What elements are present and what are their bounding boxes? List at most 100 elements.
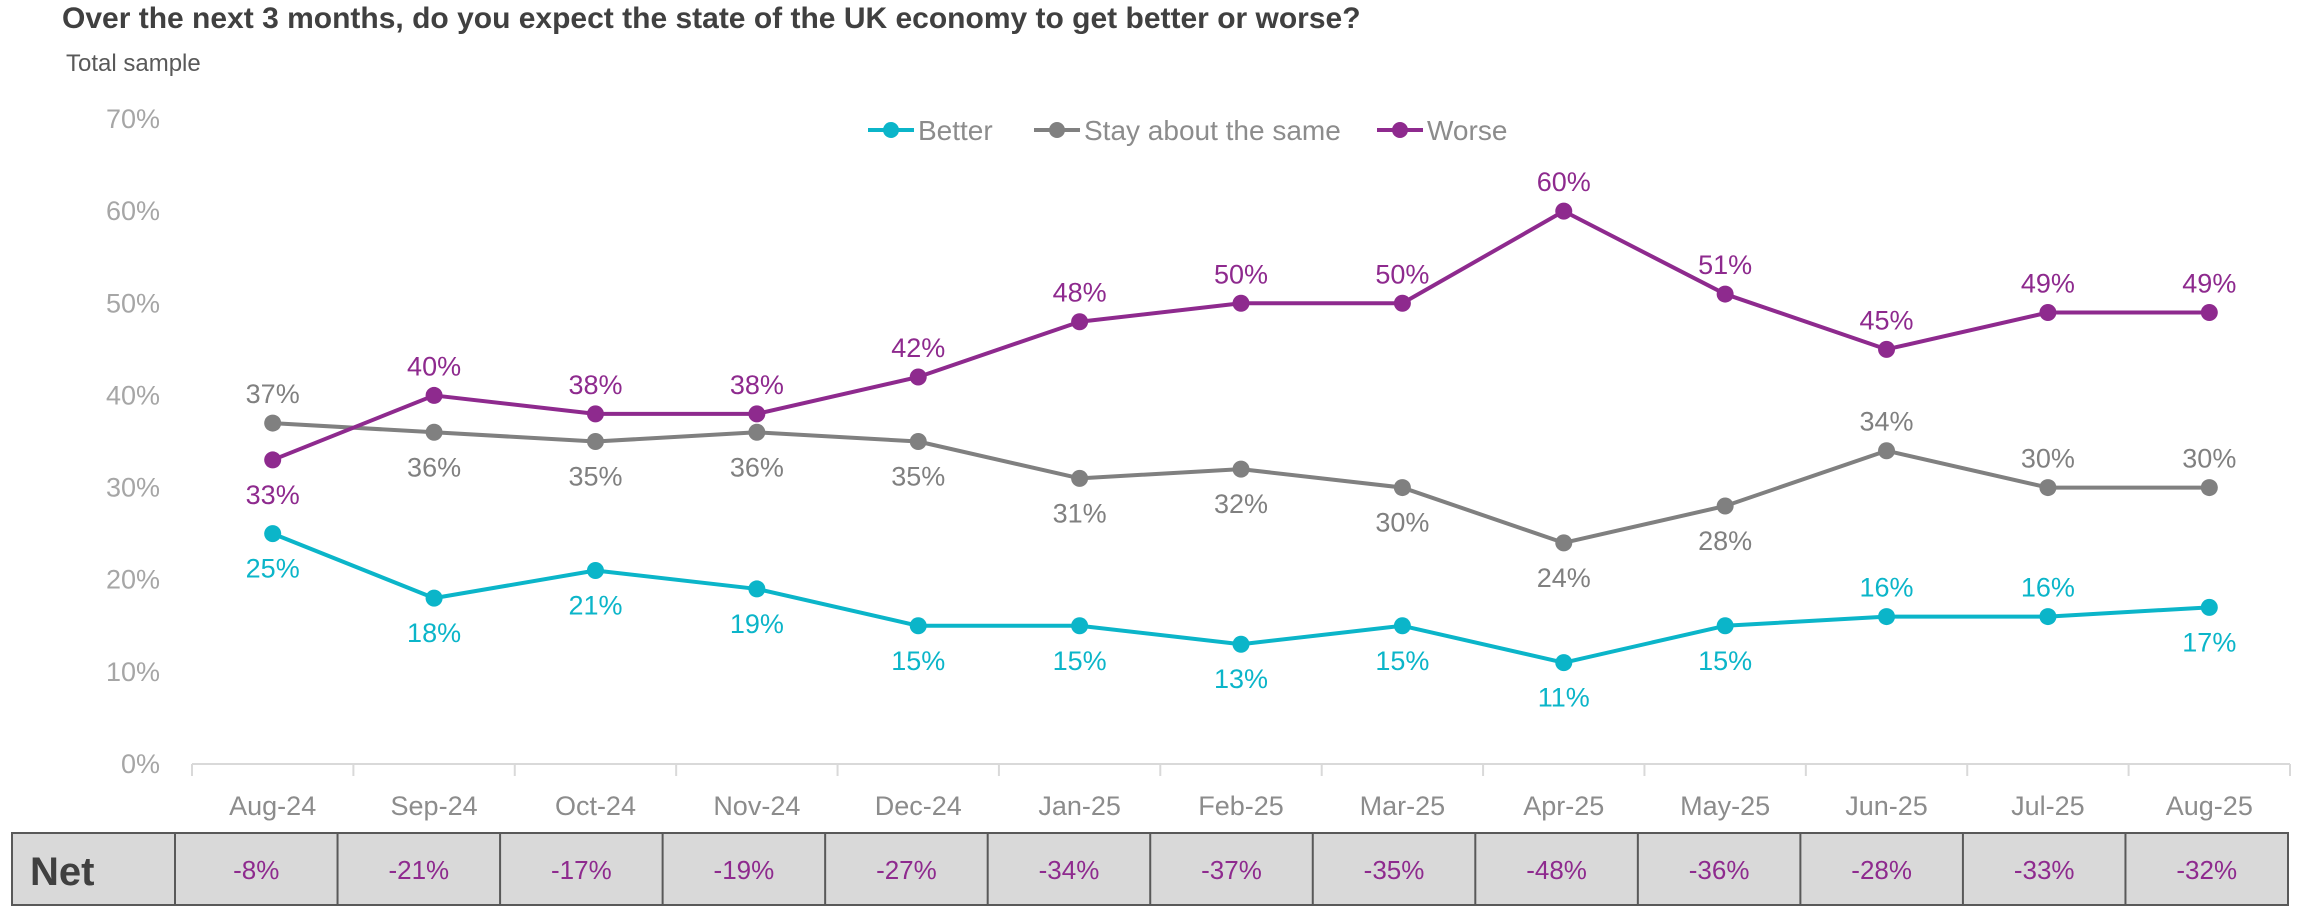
data-label-better: 16% (1860, 573, 1914, 603)
net-value-cell: -36% (1689, 855, 1750, 885)
data-label-worse: 49% (2182, 269, 2236, 299)
data-label-same: 32% (1214, 489, 1268, 519)
data-point-same (1878, 442, 1896, 460)
data-label-better: 25% (246, 554, 300, 584)
legend-marker-worse (1392, 122, 1408, 138)
data-label-worse: 33% (246, 480, 300, 510)
y-tick-label: 60% (106, 196, 160, 226)
x-tick-label: Sep-24 (391, 791, 478, 821)
data-point-worse (1071, 313, 1089, 331)
data-point-better (586, 562, 604, 579)
data-point-better (264, 525, 282, 543)
data-label-same: 37% (246, 379, 300, 409)
y-tick-label: 0% (121, 749, 160, 779)
legend-marker-better (883, 122, 899, 138)
legend-label-worse: Worse (1427, 115, 1507, 146)
chart-title: Over the next 3 months, do you expect th… (62, 2, 1361, 35)
data-label-same: 36% (730, 452, 784, 482)
y-tick-label: 20% (106, 565, 160, 595)
data-label-better: 18% (407, 618, 461, 648)
data-point-better (1071, 617, 1089, 635)
net-value-cell: -27% (876, 855, 937, 885)
data-point-same (748, 423, 766, 441)
data-point-better (2039, 608, 2057, 626)
data-point-same (1071, 469, 1089, 487)
y-tick-label: 70% (106, 104, 160, 134)
data-point-worse (1716, 285, 1734, 303)
series-line-same (272, 421, 2210, 545)
data-label-better: 15% (1053, 646, 1107, 676)
data-label-same: 36% (407, 452, 461, 482)
net-value-cell: -48% (1526, 855, 1587, 885)
data-point-same (425, 423, 443, 441)
net-value-cell: -8% (233, 855, 279, 885)
net-value-cell: -35% (1364, 855, 1425, 885)
x-tick-label: Aug-25 (2166, 791, 2253, 821)
net-value-cell: -21% (388, 855, 449, 885)
data-label-worse: 50% (1375, 259, 1429, 289)
data-label-better: 15% (1698, 646, 1752, 676)
data-label-same: 28% (1698, 526, 1752, 556)
data-label-better: 13% (1214, 664, 1268, 694)
data-point-worse (2039, 304, 2057, 321)
data-label-worse: 42% (891, 333, 945, 363)
legend-label-same: Stay about the same (1084, 115, 1341, 146)
net-value-cell: -33% (2014, 855, 2075, 885)
data-point-better (1393, 617, 1411, 635)
data-point-better (1555, 654, 1573, 672)
data-point-worse (586, 405, 604, 423)
x-tick-label: Aug-24 (229, 791, 316, 821)
y-tick-label: 30% (106, 473, 160, 503)
data-label-worse: 45% (1860, 305, 1914, 335)
data-point-worse (1555, 202, 1573, 220)
net-value-cell: -19% (714, 855, 775, 885)
data-point-better (1878, 608, 1896, 626)
data-point-better (748, 580, 766, 598)
x-tick-label: Apr-25 (1523, 791, 1604, 821)
data-label-worse: 49% (2021, 269, 2075, 299)
data-label-same: 24% (1537, 563, 1591, 593)
net-value-cell: -37% (1201, 855, 1262, 885)
data-label-better: 17% (2182, 627, 2236, 657)
data-point-same (909, 433, 927, 450)
data-point-same (264, 414, 282, 432)
data-label-worse: 38% (568, 370, 622, 400)
data-label-better: 15% (1375, 646, 1429, 676)
data-point-better (2200, 598, 2218, 616)
x-tick-label: Dec-24 (875, 791, 962, 821)
data-point-better (1716, 617, 1734, 635)
x-tick-label: Mar-25 (1360, 791, 1446, 821)
data-point-worse (1232, 294, 1250, 312)
data-point-better (425, 589, 443, 607)
net-value-cell: -32% (2176, 855, 2237, 885)
y-tick-label: 50% (106, 288, 160, 318)
data-label-same: 35% (568, 462, 622, 492)
data-label-same: 30% (1375, 508, 1429, 538)
net-value-cell: -34% (1039, 855, 1100, 885)
net-value-cell: -28% (1851, 855, 1912, 885)
x-tick-label: May-25 (1680, 791, 1770, 821)
data-label-better: 15% (891, 646, 945, 676)
data-label-worse: 51% (1698, 250, 1752, 280)
x-tick-label: Nov-24 (713, 791, 800, 821)
data-label-same: 31% (1053, 498, 1107, 528)
data-point-worse (1878, 340, 1896, 358)
data-label-worse: 48% (1053, 278, 1107, 308)
x-tick-label: Oct-24 (555, 791, 636, 821)
data-point-better (909, 617, 927, 635)
data-point-same (1555, 534, 1573, 552)
net-row-label: Net (30, 850, 94, 894)
data-label-same: 35% (891, 462, 945, 492)
data-label-better: 19% (730, 609, 784, 639)
data-point-worse (264, 451, 282, 469)
data-point-worse (909, 368, 927, 386)
data-label-same: 34% (1860, 407, 1914, 437)
x-tick-label: Jun-25 (1845, 791, 1928, 821)
data-point-same (1393, 479, 1411, 497)
data-label-better: 11% (1538, 683, 1590, 713)
data-point-worse (1393, 294, 1411, 312)
x-tick-label: Jan-25 (1038, 791, 1121, 821)
data-point-same (2039, 479, 2057, 497)
data-label-worse: 40% (407, 351, 461, 381)
